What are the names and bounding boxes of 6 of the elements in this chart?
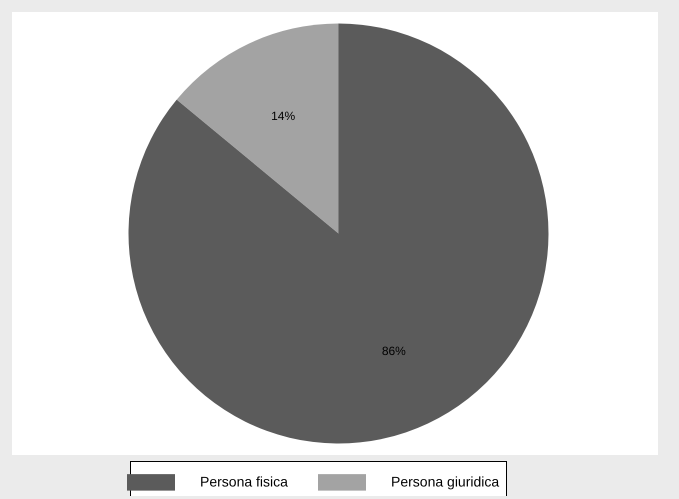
- legend-label: Persona giuridica: [391, 473, 500, 490]
- data-label: 86%: [382, 344, 406, 358]
- pie-slice: [176, 24, 338, 234]
- data-label: 14%: [271, 108, 296, 123]
- pie-slice: [128, 24, 548, 444]
- legend-label: Persona fisica: [200, 473, 288, 490]
